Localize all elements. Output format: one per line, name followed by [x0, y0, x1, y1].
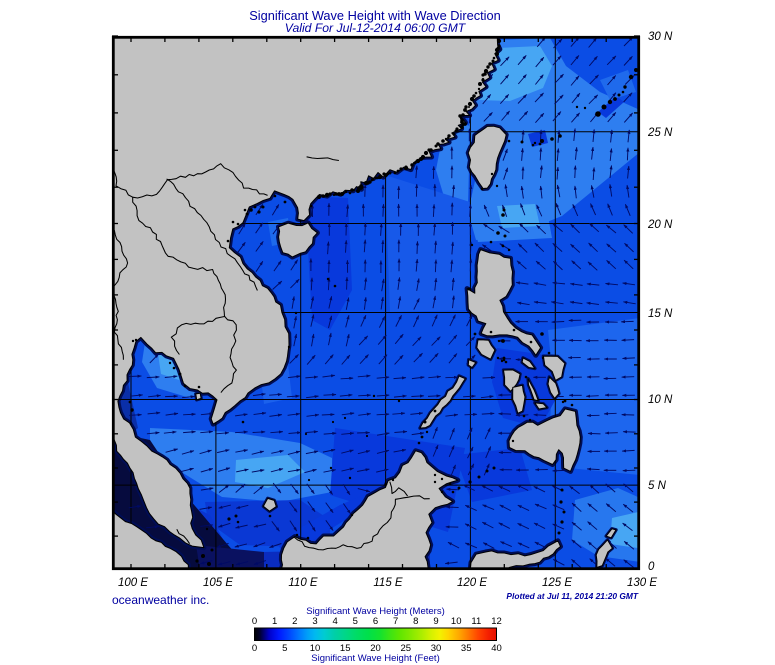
svg-text:12: 12: [491, 616, 502, 627]
svg-text:105 E: 105 E: [203, 577, 233, 589]
svg-text:5 N: 5 N: [648, 480, 667, 492]
svg-text:25: 25: [401, 643, 412, 654]
svg-text:15 N: 15 N: [648, 308, 673, 320]
svg-text:0: 0: [252, 643, 257, 654]
svg-text:0: 0: [252, 616, 257, 627]
svg-text:10: 10: [451, 616, 462, 627]
svg-text:10 N: 10 N: [648, 394, 673, 406]
svg-text:Valid For Jul-12-2014 06:00 GM: Valid For Jul-12-2014 06:00 GMT: [285, 21, 467, 35]
svg-text:9: 9: [433, 616, 438, 627]
svg-text:30 N: 30 N: [648, 31, 673, 43]
svg-text:40: 40: [491, 643, 502, 654]
svg-text:4: 4: [333, 616, 338, 627]
svg-text:130 E: 130 E: [627, 577, 657, 589]
svg-text:0: 0: [648, 561, 655, 573]
svg-text:oceanweather inc.: oceanweather inc.: [112, 593, 209, 607]
svg-text:20 N: 20 N: [647, 219, 673, 231]
svg-text:5: 5: [353, 616, 358, 627]
svg-text:1: 1: [272, 616, 277, 627]
svg-text:35: 35: [461, 643, 472, 654]
svg-text:Significant Wave Height (Meter: Significant Wave Height (Meters): [306, 606, 445, 617]
svg-text:10: 10: [310, 643, 321, 654]
svg-text:5: 5: [282, 643, 287, 654]
svg-text:3: 3: [312, 616, 317, 627]
svg-text:15: 15: [340, 643, 351, 654]
svg-text:115 E: 115 E: [373, 577, 403, 589]
svg-text:30: 30: [431, 643, 442, 654]
svg-text:8: 8: [413, 616, 418, 627]
svg-text:7: 7: [393, 616, 398, 627]
svg-text:Plotted at Jul 11, 2014 21:20: Plotted at Jul 11, 2014 21:20 GMT: [506, 591, 638, 601]
svg-text:110 E: 110 E: [288, 577, 318, 589]
svg-text:11: 11: [471, 616, 481, 627]
svg-text:25 N: 25 N: [647, 127, 673, 139]
svg-text:20: 20: [370, 643, 381, 654]
svg-text:100 E: 100 E: [118, 577, 148, 589]
svg-text:Significant Wave Height (Feet): Significant Wave Height (Feet): [311, 653, 439, 664]
svg-text:120 E: 120 E: [457, 577, 487, 589]
svg-text:125 E: 125 E: [542, 577, 572, 589]
svg-text:2: 2: [292, 616, 297, 627]
svg-text:6: 6: [373, 616, 378, 627]
svg-text:Significant Wave Height with W: Significant Wave Height with Wave Direct…: [249, 8, 501, 23]
